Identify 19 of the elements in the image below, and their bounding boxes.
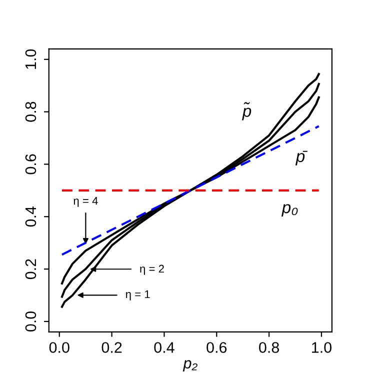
annotation: p̃ <box>242 102 252 120</box>
y-tick-label: 0.4 <box>25 206 36 227</box>
y-tick-label: 1.0 <box>25 49 36 69</box>
ref-line-label: p₀ <box>281 204 298 217</box>
x-axis-title: p₂ <box>182 360 198 372</box>
y-tick-label: 0.2 <box>25 259 36 280</box>
x-tick-label: 0.2 <box>102 342 122 353</box>
y-tick-label: 0.0 <box>25 311 36 332</box>
annotation: η = 2 <box>140 264 164 275</box>
y-tick-label: 0.6 <box>25 154 36 174</box>
x-tick-label: 0.8 <box>259 342 280 353</box>
x-tick-label: 0.0 <box>49 342 70 353</box>
x-tick-label: 0.6 <box>206 342 227 353</box>
y-tick-label: 0.8 <box>25 102 36 122</box>
series-label: p̄ <box>295 150 308 166</box>
x-tick-label: 0.4 <box>154 342 174 353</box>
annotation: η = 4 <box>74 196 98 207</box>
x-tick-label: 1.0 <box>312 342 332 353</box>
annotation: η = 1 <box>126 290 150 300</box>
